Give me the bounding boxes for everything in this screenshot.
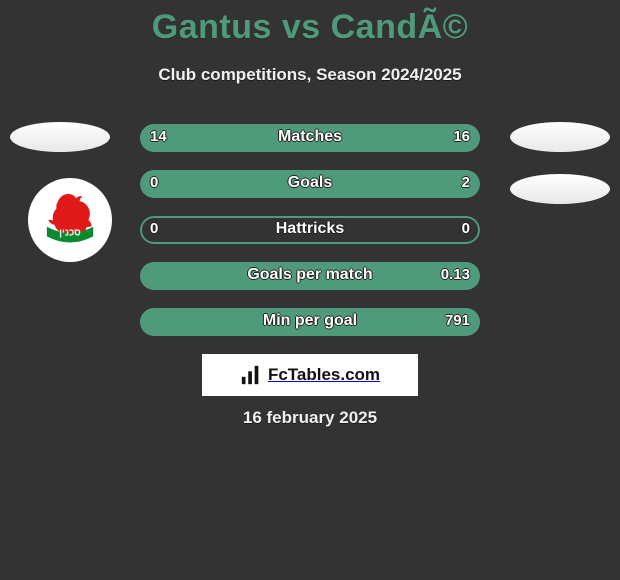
bar-fill-right [140,308,480,336]
club-badge-icon: סכנין [36,186,104,254]
date-text: 16 february 2025 [0,408,620,428]
page-title: Gantus vs CandÃ© [0,8,620,47]
player1-logo-placeholder [10,122,110,152]
bar-fill-right [140,262,480,290]
comparison-bars: 14 Matches 16 0 Goals 2 0 Hattricks 0 Go… [140,124,480,354]
bar-row-hattricks: 0 Hattricks 0 [140,216,480,244]
bar-row-min-per-goal: Min per goal 791 [140,308,480,336]
bar-chart-icon [240,364,262,386]
bar-outline [140,216,480,244]
bar-fill-left [140,170,201,198]
player2-logo-placeholder-1 [510,122,610,152]
bar-row-matches: 14 Matches 16 [140,124,480,152]
player1-club-badge: סכנין [28,178,112,262]
page-root: Gantus vs CandÃ© Club competitions, Seas… [0,0,620,580]
bar-row-goals: 0 Goals 2 [140,170,480,198]
bar-row-goals-per-match: Goals per match 0.13 [140,262,480,290]
brand-text: FcTables.com [268,365,380,385]
bar-fill-left [140,124,299,152]
page-subtitle: Club competitions, Season 2024/2025 [0,65,620,85]
bar-value-left: 0 [150,220,158,237]
bar-fill-right [201,170,480,198]
bar-value-right: 0 [462,220,470,237]
svg-text:סכנין: סכנין [59,228,81,239]
brand-link[interactable]: FcTables.com [202,354,418,396]
bar-fill-right [299,124,480,152]
player2-logo-placeholder-2 [510,174,610,204]
bar-label: Hattricks [140,220,480,238]
